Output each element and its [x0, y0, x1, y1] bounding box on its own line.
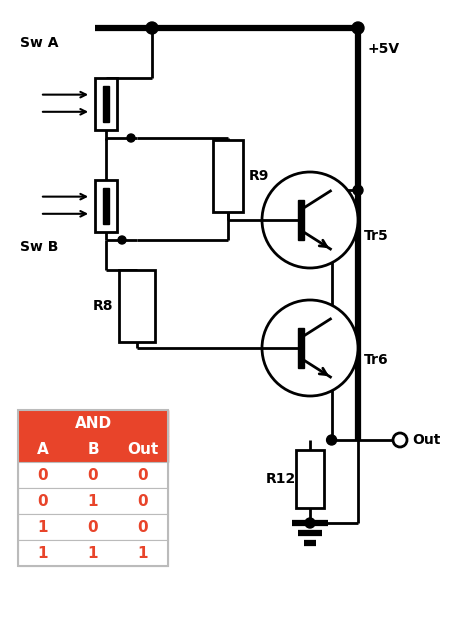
Bar [95, 180, 117, 232]
Text: B: B [87, 442, 99, 457]
Circle shape [127, 134, 135, 142]
Bar [103, 188, 109, 224]
Circle shape [118, 236, 126, 244]
Bar [18, 540, 168, 566]
Text: 1: 1 [88, 493, 98, 508]
Text: R9: R9 [249, 169, 269, 183]
Bar [18, 488, 168, 514]
Circle shape [305, 518, 315, 528]
Text: R12: R12 [266, 472, 296, 486]
Text: 1: 1 [88, 546, 98, 561]
Text: 0: 0 [38, 493, 48, 508]
Text: 1: 1 [38, 546, 48, 561]
Text: 1: 1 [138, 546, 148, 561]
Circle shape [327, 435, 337, 445]
Text: Sw B: Sw B [20, 240, 58, 254]
Circle shape [262, 300, 358, 396]
Text: 0: 0 [88, 520, 98, 534]
Text: 0: 0 [38, 467, 48, 483]
Bar [298, 328, 304, 368]
Bar [296, 450, 324, 508]
Text: Tr5: Tr5 [364, 229, 389, 243]
Text: +5V: +5V [368, 42, 400, 56]
Text: 0: 0 [137, 520, 148, 534]
Bar [18, 410, 168, 566]
Text: 0: 0 [137, 467, 148, 483]
Bar [18, 514, 168, 540]
Bar [18, 462, 168, 488]
Bar [119, 270, 155, 342]
Circle shape [353, 185, 363, 195]
Text: A: A [37, 442, 49, 457]
Text: Out: Out [412, 433, 440, 447]
Text: 0: 0 [137, 493, 148, 508]
Circle shape [352, 22, 364, 34]
Text: Sw A: Sw A [20, 36, 58, 50]
Circle shape [262, 172, 358, 268]
Bar [298, 200, 304, 240]
Bar [103, 86, 109, 122]
Bar [95, 78, 117, 130]
Bar [18, 410, 168, 436]
Text: 0: 0 [88, 467, 98, 483]
Text: Tr6: Tr6 [364, 353, 389, 367]
Bar [213, 140, 243, 212]
Circle shape [393, 433, 407, 447]
Text: AND: AND [74, 416, 111, 430]
Bar [18, 436, 168, 462]
Text: Out: Out [128, 442, 159, 457]
Circle shape [146, 22, 158, 34]
Text: 1: 1 [38, 520, 48, 534]
Text: R8: R8 [92, 299, 113, 313]
